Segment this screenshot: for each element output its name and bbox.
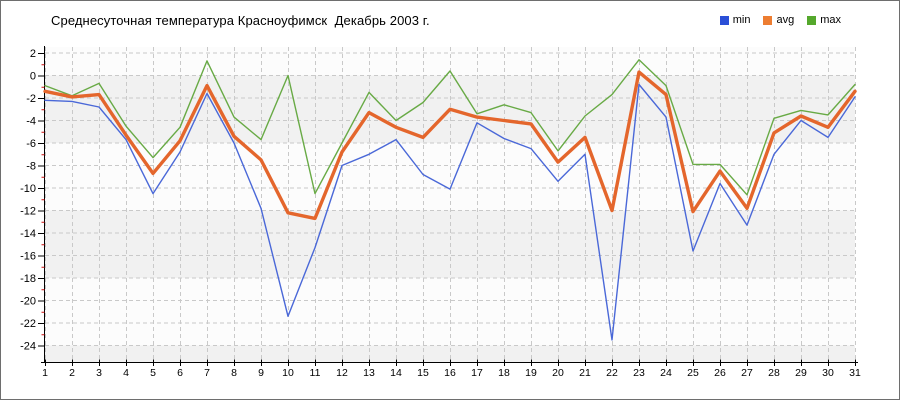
x-axis-tick-label: 11 [310, 367, 321, 379]
x-axis-tick-label: 13 [363, 367, 375, 379]
x-axis-tick-label: 8 [231, 367, 237, 379]
y-axis-tick-label: -8 [26, 161, 36, 173]
x-axis-tick-label: 22 [606, 367, 618, 379]
legend-label-min: min [732, 14, 751, 26]
chart-title: Среднесуточная температура Красноуфимск … [51, 13, 430, 28]
x-axis-tick-label: 19 [525, 367, 537, 379]
x-axis-tick-label: 9 [258, 367, 264, 379]
chart-legend: min avg max [719, 14, 841, 26]
y-axis-tick-label: -10 [20, 183, 36, 195]
avg-series-swatch-icon [763, 15, 773, 25]
x-axis-tick-label: 25 [687, 367, 699, 379]
x-axis-tick-label: 12 [336, 367, 348, 379]
max-series-line [44, 59, 856, 196]
x-axis-tick-label: 18 [498, 367, 510, 379]
y-axis-tick-label: -4 [26, 116, 36, 128]
x-axis-tick-label: 21 [579, 367, 591, 379]
x-axis-tick-label: 7 [204, 367, 210, 379]
x-axis-tick-label: 14 [390, 367, 402, 379]
y-axis-tick-label: -14 [20, 228, 36, 240]
x-axis-tick-label: 29 [795, 367, 807, 379]
x-axis-tick-label: 24 [660, 367, 672, 379]
legend-item-avg: avg [763, 14, 794, 26]
x-axis-tick-label: 15 [417, 367, 429, 379]
x-axis-tick-label: 6 [177, 367, 183, 379]
x-axis-tick-label: 2 [69, 367, 75, 379]
y-axis-tick-label: 0 [30, 71, 36, 83]
plot-stripe-band [45, 345, 855, 362]
y-axis-tick-label: -6 [26, 138, 36, 150]
y-axis-tick-label: 2 [30, 48, 36, 60]
max-series-swatch-icon [807, 15, 817, 25]
x-axis-tick-label: 10 [282, 367, 294, 379]
x-axis-tick-label: 4 [123, 367, 129, 379]
x-axis-tick-label: 17 [471, 367, 483, 379]
legend-label-avg: avg [776, 14, 795, 26]
x-axis-tick-label: 1 [42, 367, 48, 379]
x-axis-tick-label: 26 [714, 367, 726, 379]
x-axis-tick-label: 3 [96, 367, 102, 379]
legend-label-max: max [820, 14, 841, 26]
y-axis-tick-label: -12 [20, 206, 36, 218]
y-axis-tick-label: -24 [20, 341, 36, 353]
x-axis-tick-label: 16 [444, 367, 456, 379]
min-series-swatch-icon [719, 15, 729, 25]
y-axis-tick-label: -2 [26, 93, 36, 105]
y-axis-tick-label: -18 [20, 273, 36, 285]
x-axis-tick-label: 20 [552, 367, 564, 379]
x-axis-tick-label: 23 [633, 367, 645, 379]
avg-series-line [43, 70, 857, 221]
y-axis-tick-label: -20 [20, 296, 36, 308]
legend-item-min: min [719, 14, 751, 26]
x-axis-tick-label: 28 [768, 367, 780, 379]
x-axis-tick-label: 30 [822, 367, 834, 379]
y-axis-tick-label: -16 [20, 251, 36, 263]
y-axis-tick-label: -22 [20, 318, 36, 330]
x-axis-tick-label: 31 [849, 367, 861, 379]
min-series-line [44, 83, 856, 341]
x-axis-tick-label: 5 [150, 367, 156, 379]
x-axis-tick-label: 27 [741, 367, 753, 379]
legend-item-max: max [807, 14, 841, 26]
